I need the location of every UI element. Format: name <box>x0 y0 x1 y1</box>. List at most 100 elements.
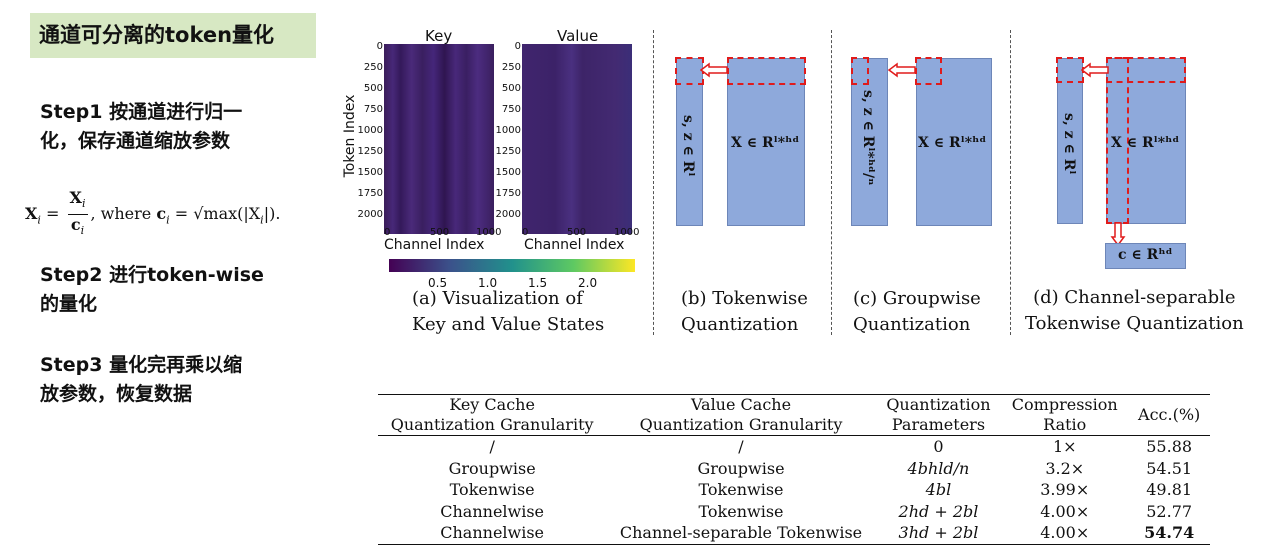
formula-rhs-sub: i <box>260 213 264 227</box>
b-row-highlight <box>727 57 806 85</box>
c-scale-column <box>851 58 888 226</box>
b-matrix-label: X ∈ Rˡ*ʰᵈ <box>731 135 800 151</box>
d-channel-scale <box>1105 243 1186 269</box>
caption-b-line2: Quantization <box>681 314 799 335</box>
y-tick-8: 2000 <box>357 209 383 220</box>
y-tick-6: 1500 <box>357 167 383 178</box>
caption-d: (d) Channel-separable Tokenwise Quantiza… <box>1025 285 1244 337</box>
c-arrow-icon <box>888 62 916 78</box>
cell: Channelwise <box>440 523 545 542</box>
formula-sub: i <box>37 213 41 227</box>
header-acc-line1: Acc.(%) <box>1138 405 1201 424</box>
caption-a: (a) Visualization of Key and Value State… <box>412 286 604 338</box>
step3-text: Step3 量化完再乘以缩 放参数，恢复数据 <box>40 351 242 409</box>
table-row: Groupwise Groupwise 4bhld/n 3.2× 54.51 <box>378 458 1210 480</box>
colorbar <box>389 259 635 272</box>
cell: Channelwise <box>440 501 545 521</box>
formula-eq: = <box>46 204 60 224</box>
header-value-cache-line1: Value Cache <box>690 395 792 414</box>
cell: 52.77 <box>1146 501 1193 521</box>
colorbar-tick-0: 0.5 <box>428 276 448 290</box>
c-scale-label: s, z ∈ Rˡ*ʰᵈ/ⁿ <box>860 90 876 186</box>
value-x-axis-label: Channel Index <box>524 237 625 253</box>
cell: 2hd + 2bl <box>898 501 979 521</box>
formula-ci-sub: i <box>166 213 170 227</box>
table-row: Channelwise Tokenwise 2hd + 2bl 4.00× 52… <box>378 501 1210 523</box>
header-key-cache-line1: Key Cache <box>449 395 535 414</box>
caption-c-line2: Quantization <box>853 314 971 335</box>
b-scale-column <box>676 58 703 226</box>
header-ratio-line2: Ratio <box>1043 415 1087 434</box>
header-ratio: Compression Ratio <box>1001 395 1128 436</box>
fraction-num-sub: i <box>81 197 86 211</box>
y-tick-5: 1250 <box>357 146 383 157</box>
cell: 3hd + 2bl <box>898 523 979 542</box>
value-y-tick-5: 1250 <box>495 146 521 157</box>
formula-where: , where <box>90 204 157 224</box>
c-matrix <box>916 58 992 226</box>
value-y-tick-8: 2000 <box>495 209 521 220</box>
table-row: Channelwise Channel-separable Tokenwise … <box>378 522 1210 544</box>
fraction-den: c <box>70 215 81 235</box>
key-heatmap <box>384 44 494 234</box>
caption-d-line2: Tokenwise Quantization <box>1025 313 1244 334</box>
b-matrix <box>727 58 805 226</box>
separator-2 <box>831 30 832 335</box>
key-x-axis-label: Channel Index <box>384 237 485 253</box>
separator-1 <box>653 30 654 335</box>
y-tick-7: 1750 <box>357 188 383 199</box>
colorbar-tick-1: 1.0 <box>478 276 498 290</box>
c-matrix-label: X ∈ Rˡ*ʰᵈ <box>918 135 987 151</box>
b-scale-label: s, z ∈ Rˡ <box>680 115 696 177</box>
y-tick-1: 250 <box>363 62 383 73</box>
header-params-line2: Parameters <box>891 415 986 434</box>
d-scale-label: s, z ∈ Rˡ <box>1061 113 1077 175</box>
key-x-tick-0: 0 <box>384 227 391 238</box>
key-x-tick-2: 1000 <box>476 227 502 238</box>
caption-c: (c) Groupwise Quantization <box>853 286 981 338</box>
y-axis-label: Token Index <box>342 94 358 178</box>
table-row: Tokenwise Tokenwise 4bl 3.99× 49.81 <box>378 479 1210 501</box>
cell: 4.00× <box>1040 501 1090 521</box>
formula-end: |). <box>263 204 281 224</box>
value-heatmap-title: Value <box>557 27 599 45</box>
header-acc: Acc.(%) <box>1128 395 1210 436</box>
y-tick-0: 0 <box>376 41 383 52</box>
step2-line1: Step2 进行token-wise <box>40 264 264 286</box>
header-value-cache: Value Cache Quantization Granularity <box>606 395 875 436</box>
value-x-tick-2: 1000 <box>614 227 640 238</box>
caption-d-line1: (d) Channel-separable <box>1033 287 1236 308</box>
step2-text: Step2 进行token-wise 的量化 <box>40 261 264 319</box>
value-y-tick-6: 1500 <box>495 167 521 178</box>
results-table: Key Cache Quantization Granularity Value … <box>378 394 1210 545</box>
step3-line2: 放参数，恢复数据 <box>40 383 193 405</box>
value-y-tick-3: 750 <box>501 104 521 115</box>
y-tick-3: 750 <box>363 104 383 115</box>
step1-line1: Step1 按通道进行归一 <box>40 101 243 123</box>
formula-x: X <box>25 204 38 224</box>
caption-b: (b) Tokenwise Quantization <box>681 286 808 338</box>
formula-rhs: = √max(|X <box>174 204 261 224</box>
header-key-cache-line2: Quantization Granularity <box>390 415 594 434</box>
formula-fraction: Xi ci <box>67 188 88 241</box>
table-row: / / 0 1× 55.88 <box>378 436 1210 458</box>
key-heatmap-title: Key <box>425 27 453 45</box>
step1-line2: 化，保存通道缩放参数 <box>40 130 231 152</box>
cell-best-acc: 54.74 <box>1144 523 1195 542</box>
cell: 3.2× <box>1045 458 1085 478</box>
fraction-den-sub: i <box>80 224 85 238</box>
header-params: Quantization Parameters <box>876 395 1001 436</box>
step2-line2: 的量化 <box>40 293 98 315</box>
cell: 1× <box>1052 437 1077 456</box>
colorbar-tick-3: 2.0 <box>578 276 598 290</box>
table-header-row: Key Cache Quantization Granularity Value … <box>378 394 1210 436</box>
step1-text: Step1 按通道进行归一 化，保存通道缩放参数 <box>40 98 242 156</box>
header-value-cache-line2: Quantization Granularity <box>639 415 843 434</box>
caption-b-line1: (b) Tokenwise <box>681 288 808 309</box>
d-scale-highlight <box>1056 57 1084 83</box>
caption-c-line1: (c) Groupwise <box>853 288 981 309</box>
cell: Channel-separable Tokenwise <box>619 523 863 542</box>
d-arrow-down-icon <box>1110 222 1126 246</box>
value-y-tick-7: 1750 <box>495 188 521 199</box>
cell: 49.81 <box>1146 480 1193 499</box>
